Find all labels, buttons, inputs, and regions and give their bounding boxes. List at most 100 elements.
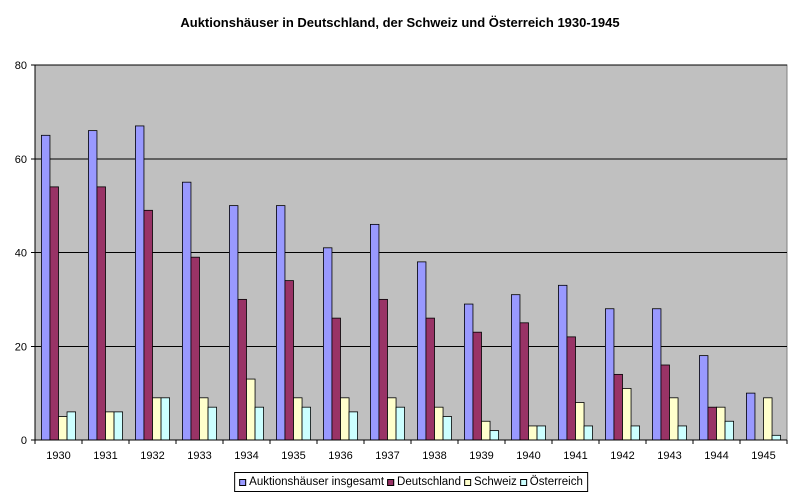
x-tick-label-1945: 1945 — [751, 450, 775, 462]
legend-swatch — [463, 478, 471, 486]
bar-osterreich-1933 — [207, 406, 217, 441]
bar-deutschland-1934 — [237, 298, 247, 441]
bar-osterreich-1940 — [536, 425, 546, 441]
bar-auktionshauser-insgesamt-1935 — [276, 205, 286, 441]
y-tick-label-60: 60 — [15, 154, 27, 166]
x-tick-label-1930: 1930 — [46, 450, 70, 462]
bar-deutschland-1932 — [143, 209, 153, 441]
bar-schweiz-1935 — [293, 397, 303, 441]
bar-deutschland-1943 — [660, 364, 670, 441]
bar-deutschland-1939 — [472, 331, 482, 441]
gridlines — [35, 64, 787, 347]
bar-schweiz-1930 — [58, 416, 68, 441]
bar-osterreich-1943 — [677, 425, 687, 441]
bar-schweiz-1933 — [199, 397, 209, 441]
bar-osterreich-1942 — [630, 425, 640, 441]
bar-auktionshauser-insgesamt-1938 — [417, 261, 427, 441]
x-tick-label-1932: 1932 — [140, 450, 164, 462]
x-tick-label-1941: 1941 — [563, 450, 587, 462]
x-tick-label-1939: 1939 — [469, 450, 493, 462]
bar-osterreich-1937 — [395, 406, 405, 441]
y-tick-label-80: 80 — [15, 60, 27, 72]
bar-schweiz-1942 — [622, 388, 632, 441]
bar-schweiz-1943 — [669, 397, 679, 441]
bar-auktionshauser-insgesamt-1933 — [182, 181, 192, 441]
legend: Auktionshäuser insgesamt Deutschland Sch… — [234, 472, 588, 492]
bar-osterreich-1939 — [489, 430, 499, 441]
x-tick-label-1944: 1944 — [704, 450, 728, 462]
x-tick-label-1942: 1942 — [610, 450, 634, 462]
legend-label: Österreich — [529, 476, 583, 488]
y-tick-label-0: 0 — [21, 435, 27, 447]
bar-schweiz-1940 — [528, 425, 538, 441]
x-tick-label-1933: 1933 — [187, 450, 211, 462]
bar-auktionshauser-insgesamt-1934 — [229, 205, 239, 441]
chart-title: Auktionshäuser in Deutschland, der Schwe… — [180, 15, 619, 30]
bar-auktionshauser-insgesamt-1941 — [558, 284, 568, 441]
bar-osterreich-1945 — [771, 434, 781, 441]
bar-deutschland-1938 — [425, 317, 435, 441]
legend-item-auktionshauser-insgesamt: Auktionshäuser insgesamt — [239, 475, 384, 489]
bar-schweiz-1939 — [481, 420, 491, 441]
bar-osterreich-1934 — [254, 406, 264, 441]
legend-item-osterreich: Österreich — [519, 475, 583, 489]
bar-auktionshauser-insgesamt-1937 — [370, 223, 380, 441]
bar-deutschland-1931 — [96, 186, 106, 441]
bar-deutschland-1942 — [613, 373, 623, 441]
bar-auktionshauser-insgesamt-1939 — [464, 303, 474, 441]
bar-deutschland-1933 — [190, 256, 200, 441]
bar-osterreich-1936 — [348, 411, 358, 441]
bar-osterreich-1935 — [301, 406, 311, 441]
bar-schweiz-1937 — [387, 397, 397, 441]
x-tick-label-1940: 1940 — [516, 450, 540, 462]
bar-auktionshauser-insgesamt-1936 — [323, 247, 333, 441]
x-tick-label-1943: 1943 — [657, 450, 681, 462]
bar-schweiz-1938 — [434, 406, 444, 441]
bar-deutschland-1944 — [707, 406, 717, 441]
bar-schweiz-1944 — [716, 406, 726, 441]
tick-labels: 0 20 40 60 80 1930 1931 1932 1933 1934 1935 1936 193… — [15, 60, 776, 462]
bar-deutschland-1936 — [331, 317, 341, 441]
bar-deutschland-1937 — [378, 298, 388, 441]
x-tick-label-1936: 1936 — [328, 450, 352, 462]
legend-swatch — [239, 478, 247, 486]
bar-osterreich-1932 — [160, 397, 170, 441]
bar-osterreich-1941 — [583, 425, 593, 441]
x-tick-label-1931: 1931 — [93, 450, 117, 462]
bar-auktionshauser-insgesamt-1943 — [652, 308, 662, 441]
bar-osterreich-1944 — [724, 420, 734, 441]
bar-schweiz-1945 — [763, 397, 773, 441]
y-tick-label-40: 40 — [15, 248, 27, 260]
axes — [31, 64, 788, 444]
x-tick-label-1935: 1935 — [281, 450, 305, 462]
bar-deutschland-1940 — [519, 322, 529, 441]
bar-schweiz-1931 — [105, 411, 115, 441]
plot-area: 0 20 40 60 80 1930 1931 1932 1933 1934 1935 1936 193… — [15, 60, 788, 462]
bar-auktionshauser-insgesamt-1932 — [135, 125, 145, 441]
bar-schweiz-1932 — [152, 397, 162, 441]
bar-deutschland-1930 — [49, 186, 59, 441]
x-tick-label-1934: 1934 — [234, 450, 258, 462]
bar-auktionshauser-insgesamt-1930 — [41, 134, 51, 441]
legend-item-schweiz: Schweiz — [463, 475, 517, 489]
x-tick-label-1938: 1938 — [422, 450, 446, 462]
legend-swatch — [519, 478, 527, 486]
bar-deutschland-1935 — [284, 280, 294, 441]
bar-osterreich-1931 — [113, 411, 123, 441]
bar-osterreich-1938 — [442, 416, 452, 441]
bar-schweiz-1941 — [575, 402, 585, 441]
y-tick-label-20: 20 — [15, 341, 27, 353]
bar-auktionshauser-insgesamt-1942 — [605, 308, 615, 441]
bar-auktionshauser-insgesamt-1931 — [88, 130, 98, 441]
bar-deutschland-1941 — [566, 336, 576, 441]
bar-auktionshauser-insgesamt-1945 — [746, 392, 756, 441]
bars — [41, 125, 781, 441]
bar-auktionshauser-insgesamt-1940 — [511, 294, 521, 441]
legend-swatch — [387, 478, 395, 486]
bar-schweiz-1934 — [246, 378, 256, 441]
x-tick-label-1937: 1937 — [375, 450, 399, 462]
bar-schweiz-1936 — [340, 397, 350, 441]
legend-label: Auktionshäuser insgesamt — [249, 476, 385, 488]
bar-osterreich-1930 — [66, 411, 76, 441]
